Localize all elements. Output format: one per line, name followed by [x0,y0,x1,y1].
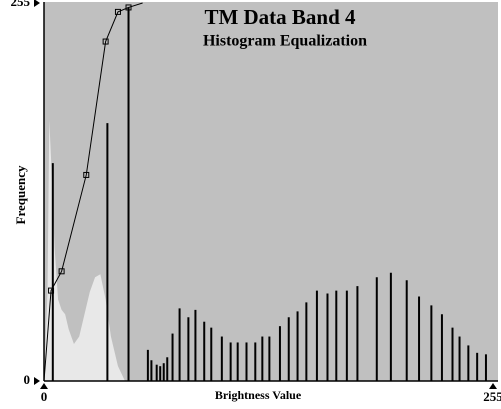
chart-subtitle: Histogram Equalization [203,33,367,50]
plot-area [44,2,498,381]
y-axis-label: Frequency [13,165,28,224]
cumulative-line [43,2,143,382]
x-tick-label: 0 [41,389,48,404]
cumulative-point [48,287,55,294]
y-tick-label: 0 [24,372,31,387]
x-axis-label: Brightness Value [215,388,302,402]
y-tick-mark [34,377,40,385]
x-tick-label: 255 [483,389,501,404]
chart-title: TM Data Band 4 [204,5,356,29]
marks [43,2,487,382]
y-tick-label: 255 [11,0,31,9]
cumulative-point [102,38,109,45]
cumulative-point [58,268,65,275]
original-histogram [44,120,125,381]
cumulative-point [114,8,121,15]
cumulative-point [83,171,90,178]
x-tick-mark [40,383,48,389]
y-tick-mark [34,0,40,7]
cumulative-point [125,4,132,11]
x-tick-mark [489,383,497,389]
